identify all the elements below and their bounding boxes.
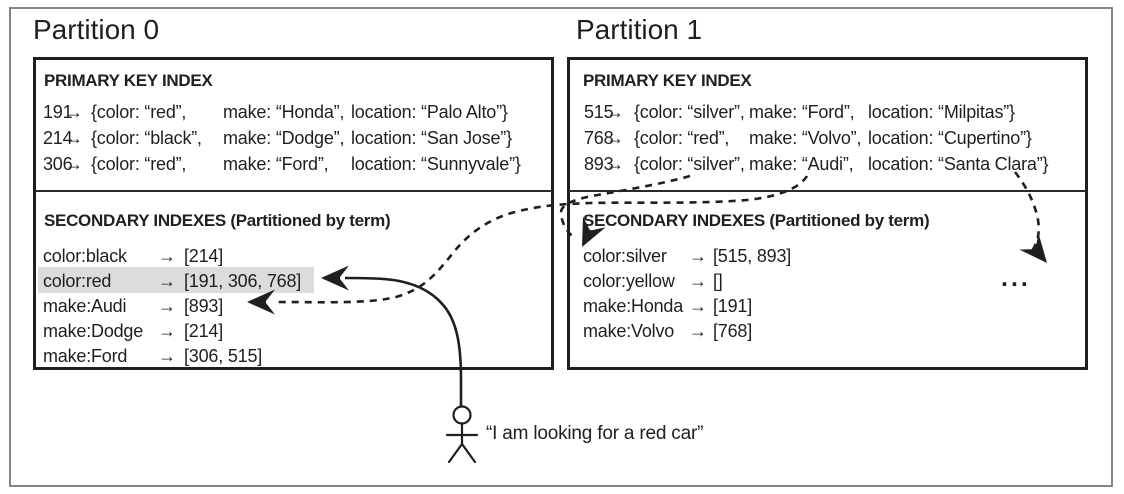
- maps-to-arrow: →: [689, 246, 707, 266]
- index-term: make:Ford: [43, 346, 128, 366]
- posting-list: [191, 306, 768]: [184, 271, 302, 291]
- index-term: color:yellow: [583, 271, 675, 291]
- field-make: make: “Audi”,: [749, 154, 854, 174]
- posting-list: [515, 893]: [713, 246, 792, 266]
- section-divider: [35, 190, 552, 192]
- field-color: {color: “silver”,: [634, 154, 745, 174]
- secondary-row: make:Honda → [191]: [570, 296, 1085, 318]
- primary-index-header: PRIMARY KEY INDEX: [44, 71, 213, 90]
- posting-list: [214]: [184, 246, 224, 266]
- secondary-row: make:Dodge → [214]: [36, 321, 551, 343]
- maps-to-arrow: →: [158, 296, 176, 316]
- row-id: 306: [43, 154, 73, 174]
- secondary-row: make:Volvo → [768]: [570, 321, 1085, 343]
- row-id: 191: [43, 102, 73, 122]
- maps-to-arrow: →: [158, 246, 176, 266]
- field-make: make: “Ford”,: [223, 154, 329, 174]
- field-location: location: “San Jose”}: [351, 128, 512, 148]
- row-id: 768: [584, 128, 614, 148]
- field-location: location: “Sunnyvale”}: [351, 154, 521, 174]
- maps-to-arrow: →: [689, 321, 707, 341]
- row-id: 893: [584, 154, 614, 174]
- partition-1-box: PRIMARY KEY INDEX 515 → {color: “silver”…: [567, 57, 1088, 370]
- secondary-row: color:black → [214]: [36, 246, 551, 268]
- field-color: {color: “silver”,: [634, 102, 745, 122]
- field-location: location: “Palo Alto”}: [351, 102, 508, 122]
- posting-list: [893]: [184, 296, 224, 316]
- maps-to-arrow: →: [606, 154, 624, 174]
- maps-to-arrow: →: [158, 271, 176, 291]
- index-term: color:black: [43, 246, 127, 266]
- index-term: make:Audi: [43, 296, 127, 316]
- secondary-index-header: SECONDARY INDEXES (Partitioned by term): [44, 211, 391, 230]
- partition-1-label: Partition 1: [576, 14, 703, 45]
- index-term: make:Dodge: [43, 321, 144, 341]
- posting-list: [768]: [713, 321, 753, 341]
- field-location: location: “Cupertino”}: [868, 128, 1032, 148]
- highlighted-row-background: [38, 267, 314, 293]
- figure-border: [9, 7, 1113, 487]
- index-term: make:Honda: [583, 296, 684, 316]
- field-color: {color: “black”,: [91, 128, 202, 148]
- maps-to-arrow: →: [158, 346, 176, 366]
- posting-list: [306, 515]: [184, 346, 263, 366]
- index-term: color:silver: [583, 246, 667, 266]
- posting-list: [214]: [184, 321, 224, 341]
- field-color: {color: “red”,: [91, 154, 187, 174]
- maps-to-arrow: →: [689, 296, 707, 316]
- maps-to-arrow: →: [606, 128, 624, 148]
- index-term: make:Volvo: [583, 321, 675, 341]
- field-make: make: “Volvo”,: [749, 128, 862, 148]
- index-term: color:red: [43, 271, 112, 291]
- secondary-row: make:Audi → [893]: [36, 296, 551, 318]
- primary-row: 306 → {color: “red”, make: “Ford”, locat…: [36, 154, 551, 176]
- primary-row: 768 → {color: “red”, make: “Volvo”, loca…: [570, 128, 1085, 150]
- field-make: make: “Dodge”,: [223, 128, 345, 148]
- primary-row: 893 → {color: “silver”, make: “Audi”, lo…: [570, 154, 1085, 176]
- maps-to-arrow: →: [606, 102, 624, 122]
- field-make: make: “Honda”,: [223, 102, 345, 122]
- primary-row: 214 → {color: “black”, make: “Dodge”, lo…: [36, 128, 551, 150]
- field-location: location: “Santa Clara”}: [868, 154, 1049, 174]
- posting-list: []: [713, 271, 723, 291]
- primary-row: 515 → {color: “silver”, make: “Ford”, lo…: [570, 102, 1085, 124]
- field-color: {color: “red”,: [91, 102, 187, 122]
- row-id: 214: [43, 128, 73, 148]
- partition-0-box: PRIMARY KEY INDEX 191 → {color: “red”, m…: [33, 57, 554, 370]
- secondary-index-header: SECONDARY INDEXES (Partitioned by term): [583, 211, 930, 230]
- query-speech-text: “I am looking for a red car”: [486, 423, 704, 444]
- primary-row: 191 → {color: “red”, make: “Honda”, loca…: [36, 102, 551, 124]
- posting-list: [191]: [713, 296, 753, 316]
- field-color: {color: “red”,: [634, 128, 730, 148]
- secondary-row-highlighted: color:red → [191, 306, 768]: [36, 271, 551, 293]
- field-location: location: “Milpitas”}: [868, 102, 1015, 122]
- maps-to-arrow: →: [65, 154, 83, 174]
- section-divider: [569, 190, 1086, 192]
- maps-to-arrow: →: [65, 128, 83, 148]
- field-make: make: “Ford”,: [749, 102, 855, 122]
- maps-to-arrow: →: [689, 271, 707, 291]
- more-partitions-ellipsis: ...: [1001, 264, 1031, 292]
- maps-to-arrow: →: [158, 321, 176, 341]
- partition-0-label: Partition 0: [33, 14, 160, 45]
- row-id: 515: [584, 102, 614, 122]
- primary-index-header: PRIMARY KEY INDEX: [583, 71, 752, 90]
- secondary-row: make:Ford → [306, 515]: [36, 346, 551, 368]
- maps-to-arrow: →: [65, 102, 83, 122]
